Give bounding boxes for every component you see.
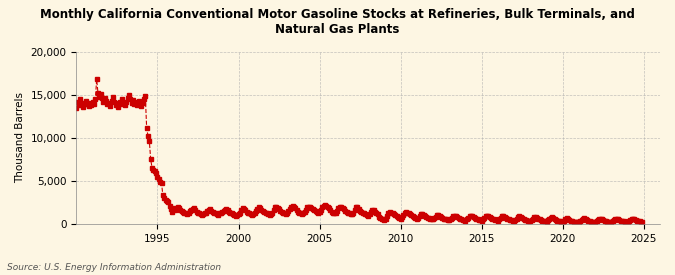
Text: Source: U.S. Energy Information Administration: Source: U.S. Energy Information Administ… [7,263,221,272]
Y-axis label: Thousand Barrels: Thousand Barrels [15,92,25,183]
Text: Monthly California Conventional Motor Gasoline Stocks at Refineries, Bulk Termin: Monthly California Conventional Motor Ga… [40,8,635,36]
